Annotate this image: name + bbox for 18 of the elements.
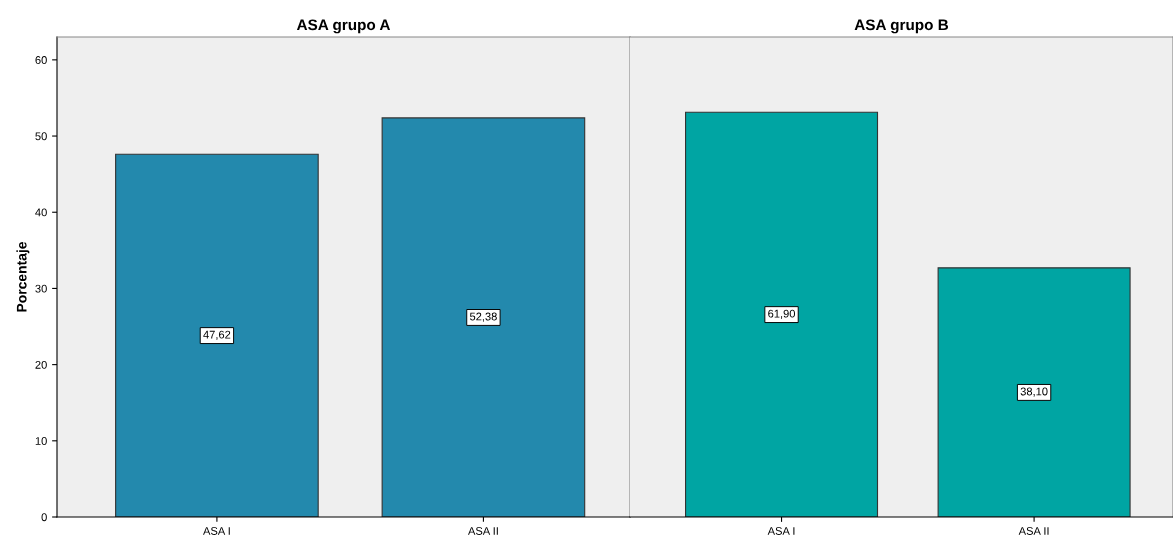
- x-tick-label: ASA II: [1018, 527, 1049, 535]
- chart-title: ASA grupo A: [296, 19, 391, 34]
- y-tick-label: 10: [35, 437, 47, 445]
- y-tick-label: 20: [35, 360, 47, 369]
- x-tick-label: ASA II: [468, 527, 498, 535]
- data-label: 61,90: [768, 309, 795, 319]
- y-tick-label: 40: [35, 208, 47, 217]
- y-tick-label: 60: [35, 56, 47, 64]
- data-label: 38,10: [1020, 387, 1048, 397]
- x-tick-label: ASA I: [767, 527, 795, 535]
- y-axis-title: Porcentaje: [16, 241, 30, 312]
- y-tick-label: 30: [35, 284, 47, 293]
- data-label: 52,38: [469, 312, 497, 322]
- data-label: 47,62: [203, 330, 231, 340]
- x-tick-label: ASA I: [203, 527, 230, 535]
- chart-title: ASA grupo B: [854, 19, 949, 34]
- y-tick-label: 50: [35, 132, 47, 141]
- y-tick-label: 0: [41, 513, 47, 522]
